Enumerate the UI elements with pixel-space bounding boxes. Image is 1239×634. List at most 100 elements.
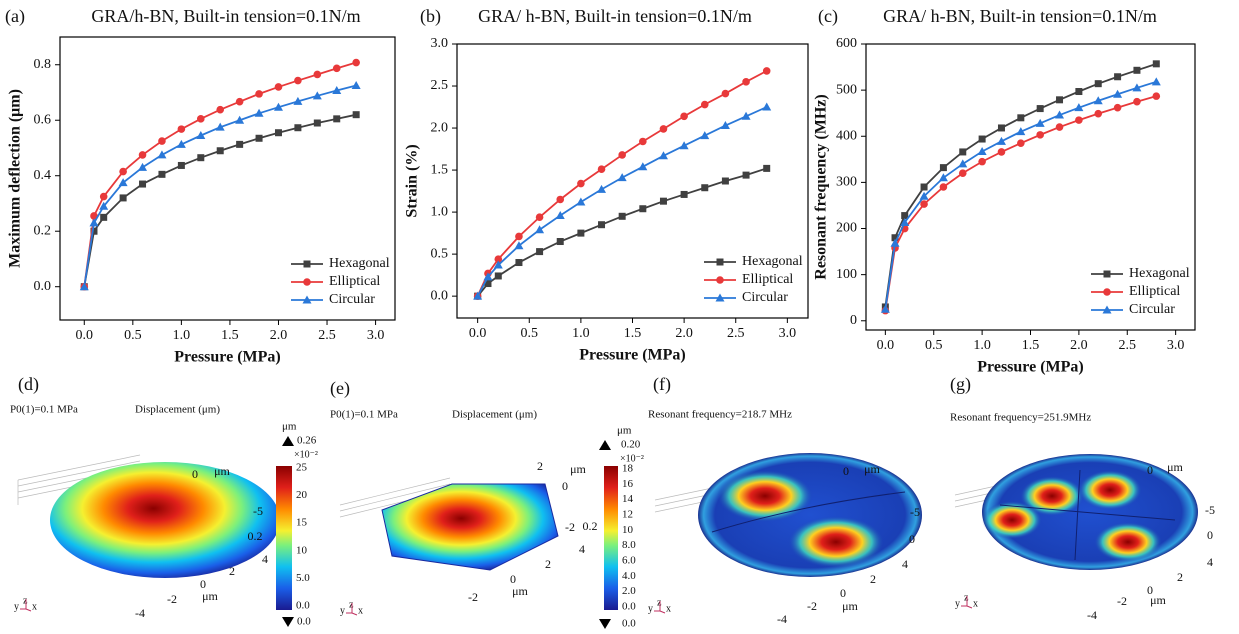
x-tick-label: 1.5	[221, 328, 239, 343]
point	[119, 194, 127, 202]
point	[919, 191, 929, 200]
axis-triad: x	[666, 603, 671, 614]
point	[177, 161, 185, 169]
point	[484, 280, 492, 288]
point	[658, 151, 668, 160]
point	[196, 115, 205, 123]
point	[197, 154, 205, 162]
y-tick-label: 300	[836, 175, 857, 190]
legend-label: Elliptical	[742, 272, 793, 287]
point	[99, 192, 108, 201]
point	[1093, 96, 1103, 105]
point	[352, 58, 360, 67]
point	[515, 232, 523, 241]
point	[515, 259, 523, 267]
axis-tick-label: -5	[910, 505, 920, 519]
axis-triad: y	[340, 605, 345, 616]
x-tick-label: 2.0	[1070, 338, 1088, 353]
point	[996, 136, 1006, 145]
point	[900, 218, 910, 227]
chart-title: GRA/ h-BN, Built-in tension=0.1N/m	[883, 6, 1157, 26]
point	[639, 137, 647, 146]
point	[639, 205, 647, 213]
series-line	[83, 61, 357, 287]
axis-tick-label: 2	[537, 459, 543, 473]
x-tick-label: 1.5	[1022, 338, 1040, 353]
colorbar-exponent: ×10⁻²	[620, 453, 644, 464]
colorbar-min: 0.0	[297, 616, 311, 628]
y-tick-label: 600	[836, 36, 857, 51]
colorbar-unit: μm	[282, 421, 297, 433]
x-tick-label: 3.0	[367, 328, 385, 343]
axis-triad-arrows	[346, 603, 358, 616]
point	[959, 148, 967, 156]
axis-tick-label: 4	[262, 552, 268, 566]
point	[920, 200, 928, 208]
point	[1103, 270, 1111, 278]
axis-triad-arrows	[20, 599, 32, 612]
axis-tick-label: 0.2	[583, 519, 598, 533]
point	[700, 131, 710, 140]
point	[978, 157, 986, 166]
panel-label: (d)	[18, 374, 39, 395]
colorbar-tick-label: 4.0	[622, 570, 636, 582]
point	[1094, 80, 1102, 88]
point	[977, 146, 987, 155]
point	[274, 83, 283, 91]
y-tick-label: 2.5	[431, 78, 449, 93]
colorbar-tick-label: 5.0	[296, 572, 310, 584]
point	[138, 151, 147, 159]
point	[1017, 139, 1025, 147]
x-tick-label: 2.5	[318, 328, 336, 343]
series-line	[884, 62, 1157, 308]
point	[177, 125, 186, 133]
axis-triad-arrows	[654, 601, 666, 614]
point	[157, 150, 167, 159]
point	[312, 91, 322, 100]
axis-tick-label: 2	[229, 564, 235, 578]
x-tick-label: 1.0	[973, 338, 991, 353]
point	[762, 102, 772, 111]
point	[901, 212, 909, 220]
point	[701, 184, 709, 192]
point	[79, 282, 89, 291]
surface	[50, 462, 280, 578]
y-tick-label: 3.0	[431, 36, 449, 51]
colorbar-min: 0.0	[622, 618, 636, 630]
axis-tick-label: 0	[562, 479, 568, 493]
axis-tick-label: -4	[777, 612, 787, 626]
x-tick-label: 3.0	[779, 326, 797, 341]
point	[1035, 118, 1045, 127]
colorbar-tick-label: 6.0	[622, 555, 636, 567]
colorbar-tick-label: 18	[622, 463, 634, 475]
y-tick-label: 100	[836, 267, 857, 282]
point	[700, 100, 709, 109]
axis-tick-label: 0	[1207, 528, 1213, 542]
panel-label: (f)	[653, 374, 671, 395]
colorbar-tick-label: 20	[296, 489, 308, 501]
panel-label: (e)	[330, 378, 350, 399]
panel-label: (c)	[818, 6, 838, 27]
point	[483, 272, 493, 281]
legend-label: Hexagonal	[1129, 266, 1190, 281]
y-tick-label: 200	[836, 221, 857, 236]
colorbar-max: 0.26	[297, 435, 317, 447]
axis-tick-label: μm	[202, 589, 218, 603]
point	[659, 197, 667, 205]
axis-tick-label: 0	[1147, 463, 1153, 477]
x-tick-label: 0.5	[124, 328, 142, 343]
point	[741, 111, 751, 120]
x-tick-label: 2.0	[675, 326, 693, 341]
axis-tick-label: 0	[192, 467, 198, 481]
mode-shape	[982, 454, 1198, 570]
point	[890, 238, 900, 247]
point	[617, 173, 627, 182]
axis-tick-label: -4	[1087, 608, 1097, 622]
legend-label: Elliptical	[329, 274, 380, 289]
point	[494, 255, 503, 263]
point	[1016, 127, 1026, 136]
point	[494, 272, 502, 280]
chart-title: GRA/ h-BN, Built-in tension=0.1N/m	[478, 6, 752, 26]
legend-label: Hexagonal	[329, 256, 390, 271]
point	[556, 238, 564, 246]
